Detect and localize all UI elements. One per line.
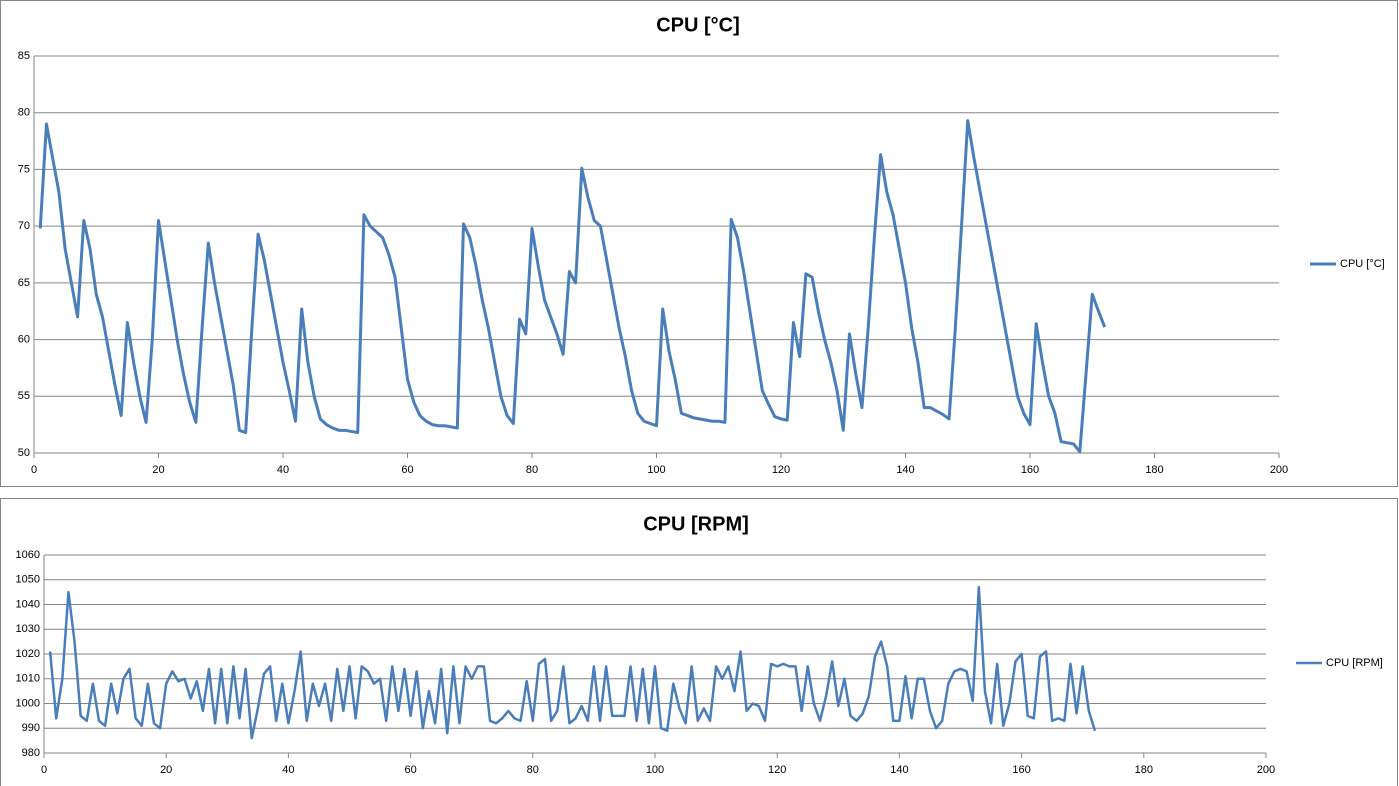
chart-title: CPU [RPM] [643,513,749,535]
y-tick-label: 1050 [16,574,40,586]
series-line [48,585,1097,740]
x-tick-label: 200 [1270,464,1288,476]
x-tick-label: 80 [527,764,539,776]
x-tick-label: 20 [160,764,172,776]
y-tick-label: 70 [18,220,30,232]
y-tick-label: 80 [18,107,30,119]
chart: CPU [RPM] 980990100010101020103010401050… [0,498,1398,786]
x-tick-label: 120 [772,464,790,476]
y-tick-label: 65 [18,277,30,289]
y-tick-label: 1040 [16,598,40,610]
x-tick-label: 140 [896,464,914,476]
x-tick-label: 80 [526,464,538,476]
legend-label: CPU [°C] [1340,258,1385,270]
x-tick-label: 100 [647,464,665,476]
y-tick-label: 980 [22,747,40,759]
y-tick-label: 55 [18,390,30,402]
x-tick-label: 60 [404,764,416,776]
x-tick-label: 180 [1135,764,1153,776]
chart: CPU [°C] 50 55 60 65 70 75 80 85 0 20 40 60 80 100 120… [0,0,1398,487]
y-tick-label: 990 [22,722,40,734]
x-tick-label: 200 [1257,764,1275,776]
y-tick-label: 1000 [16,697,40,709]
x-tick-label: 20 [152,464,164,476]
y-tick-label: 1030 [16,623,40,635]
x-tick-label: 140 [890,764,908,776]
chart-title: CPU [°C] [656,14,740,36]
x-tick-label: 120 [768,764,786,776]
x-tick-label: 60 [401,464,413,476]
x-tick-label: 180 [1145,464,1163,476]
y-tick-label: 60 [18,333,30,345]
x-tick-label: 100 [646,764,664,776]
x-tick-label: 0 [31,464,37,476]
x-tick-label: 160 [1021,464,1039,476]
chart-frame [0,498,1398,786]
x-tick-label: 160 [1012,764,1030,776]
legend-label: CPU [RPM] [1326,657,1383,669]
y-tick-label: 1020 [16,648,40,660]
x-tick-label: 40 [277,464,289,476]
chart-frame [0,0,1398,487]
x-tick-label: 0 [41,764,47,776]
y-tick-label: 75 [18,163,30,175]
y-tick-label: 1010 [16,673,40,685]
series-line [38,119,1107,454]
y-tick-label: 1060 [16,549,40,561]
x-tick-label: 40 [282,764,294,776]
y-tick-label: 85 [18,50,30,62]
y-tick-label: 50 [18,447,30,459]
